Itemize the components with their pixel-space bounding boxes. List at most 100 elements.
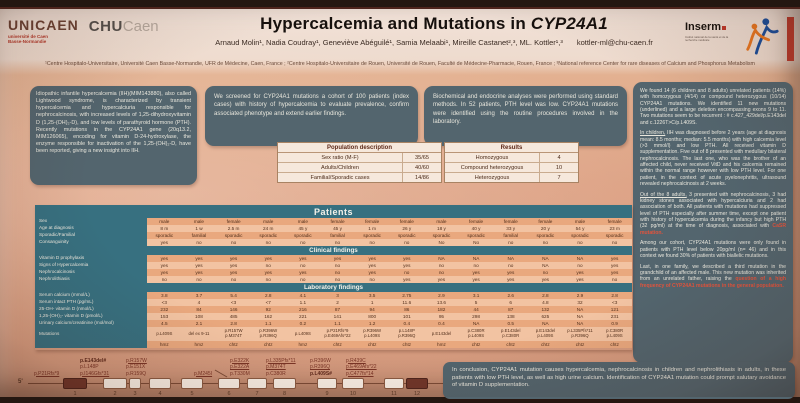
result-paragraph: We found 14 (6 children and 8 adults) un…	[640, 88, 786, 126]
poster: UNICAEN université de Caen Basse-Normand…	[0, 7, 800, 399]
table-cell: female	[399, 218, 414, 224]
table-cell: no	[196, 276, 202, 282]
table-cell: 13.6	[436, 299, 446, 305]
five-prime-label: 5'	[18, 379, 23, 385]
table-cell: yes	[264, 269, 272, 275]
table-cell: yes	[403, 255, 411, 261]
row-label: Nephrocalcinosis	[35, 269, 147, 276]
table-cell: yes	[368, 269, 376, 275]
table-cell: chtz	[229, 341, 238, 347]
table-cell: p.C380R p.L409S	[467, 328, 485, 338]
table-cell: Familial/Sporadic cases	[278, 173, 403, 182]
table-cell: yes	[368, 262, 376, 268]
table-cell: 2.8	[264, 292, 272, 298]
table-cell: 35/65	[415, 154, 429, 161]
table-cell: 32	[577, 299, 583, 305]
result-paragraph: In children, IIH was diagnosed before 2 …	[640, 130, 786, 187]
table-cell: p.R396W p.R396Q	[259, 328, 278, 338]
unicaen-logo-text: UNICAEN	[8, 17, 79, 33]
table-cell: sporadic	[571, 232, 589, 238]
table-row: Compound heterozygous 10	[445, 163, 578, 173]
table-cell: sporadic	[467, 232, 485, 238]
table-cell: no	[577, 239, 583, 245]
table-cell: 2.8	[542, 292, 549, 298]
table-cell: no	[369, 239, 375, 245]
table-cell: 8 m	[160, 225, 169, 231]
exon-box	[406, 378, 428, 389]
table-cell: 3.1	[472, 292, 480, 298]
contact-email: kottler-ml@chu-caen.fr	[576, 38, 653, 47]
mutation-label: p.R396Q	[310, 364, 331, 370]
paragraph-text: IIH was diagnosed before 2 years (age at…	[640, 130, 786, 187]
table-cell: 1.2	[368, 320, 376, 326]
table-cell: hmz	[159, 341, 169, 347]
exon-number: 10	[349, 391, 357, 397]
table-cell: Homozygous	[445, 153, 540, 162]
header-logos-right: Inserm Institut national de la santé et …	[672, 11, 794, 61]
table-cell: <3	[161, 299, 167, 305]
table-cell: chtz	[333, 341, 342, 347]
exon-box	[149, 378, 171, 389]
table-cell: 800	[368, 313, 377, 319]
result-paragraph: Out of the 8 adults, 3 presented with ne…	[640, 192, 786, 236]
table-cell: p.R396W p.L409S	[363, 328, 382, 338]
table-cell: female	[607, 218, 622, 224]
table-cell: 14/86	[415, 174, 429, 181]
table-cell: no	[473, 262, 479, 268]
table-cell: chtz	[610, 341, 619, 347]
table-cell: p.E143del p.C380R	[501, 328, 521, 338]
exon-box	[384, 378, 404, 389]
mutation-label-group: p.P21Rfs*9	[34, 348, 59, 377]
table-cell: male	[193, 218, 205, 224]
table-cell: female	[226, 218, 241, 224]
table-row: Vitamin D prophylaxis yes yes yes yes yes yes y…	[35, 255, 632, 262]
table-cell: p.L409S	[156, 330, 173, 336]
paragraph-red-text: CaSR mutation.	[640, 223, 786, 236]
row-label: Serum intact PTH (pg/mL)	[35, 299, 147, 306]
table-cell: no	[334, 276, 341, 282]
table-cell: hmz	[298, 341, 308, 347]
table-cell: male	[297, 218, 308, 224]
table-cell: 23 m	[609, 225, 620, 231]
poster-title-text: Hypercalcemia and Mutations in	[260, 14, 531, 33]
table-cell: chtz	[367, 341, 377, 347]
table-cell: male	[263, 218, 274, 224]
table-cell: 2.9	[438, 292, 445, 298]
table-cell: yes	[541, 276, 550, 282]
table-cell: 138	[506, 313, 515, 319]
table-cell: no	[438, 262, 445, 268]
table-cell: 2.8	[230, 320, 237, 326]
table-cell: no	[300, 276, 306, 282]
table-cell: no	[369, 276, 375, 282]
table-cell: yes	[576, 269, 584, 275]
table-cell: yes	[160, 255, 168, 261]
table-cell: no	[542, 269, 548, 275]
table-row: Adults/Children 40/60	[278, 163, 441, 173]
exon-number: 5	[190, 391, 194, 397]
table-cell: no	[265, 276, 271, 282]
table-cell: yes	[403, 262, 411, 268]
mutation-label: p.E322K	[230, 357, 250, 364]
table-cell: chtz	[575, 341, 585, 347]
table-cell: 10	[555, 164, 563, 171]
table-cell: no	[161, 276, 167, 282]
table-row: Mutations p.L409S del ex 9-11 p.R157W p.M37…	[35, 327, 632, 341]
table-cell: 87	[508, 306, 514, 312]
table-cell: familial	[191, 232, 207, 238]
table-cell: 1.1	[264, 320, 272, 326]
table-cell: 146	[229, 306, 238, 312]
table-cell: 162	[264, 313, 273, 319]
mutation-label-group: p.E143del# p.L148P p.I146Gfs*31	[80, 348, 109, 377]
exon-box	[273, 378, 296, 389]
mutation-label: p.L148P	[80, 364, 99, 370]
exon-number: 11	[391, 391, 397, 397]
table-cell: 2.1	[195, 320, 203, 326]
table-cell: <7	[265, 299, 271, 305]
table-cell: chtz	[541, 341, 550, 347]
patients-table: Patients Sex male male female male male female f…	[35, 205, 632, 350]
table-cell: 108	[195, 313, 203, 319]
table-cell: no	[230, 276, 237, 282]
table-cell: no	[542, 239, 548, 245]
table-cell: NA	[438, 255, 445, 261]
table-row: Nephrocalcinosis yes yes yes yes yes no yes no no…	[35, 269, 632, 276]
